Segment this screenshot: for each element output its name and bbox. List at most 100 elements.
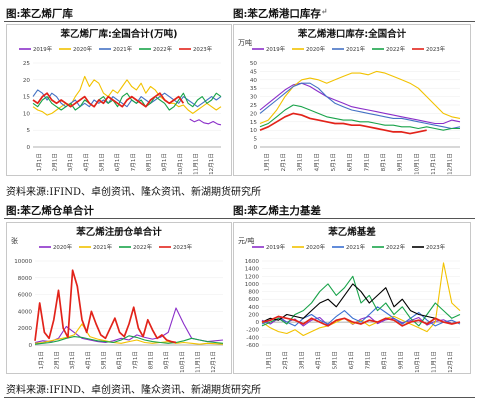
series-line-2022年 <box>259 104 460 131</box>
y-tick-label: 35 <box>250 86 258 92</box>
y-tick-label: 10 <box>250 128 258 134</box>
x-tick-label: 11月1日 <box>193 153 200 175</box>
x-tick-label: 12月1日 <box>447 351 454 373</box>
x-tick-label: 7月1日 <box>130 153 137 171</box>
y-tick-label: 200 <box>248 312 259 318</box>
y-tick-label: 1400 <box>245 267 260 273</box>
y-tick-label: 15 <box>23 95 31 101</box>
x-tick-label: 11月1日 <box>430 153 437 175</box>
series-line-2023年 <box>32 92 185 108</box>
y-tick-label: 45 <box>250 69 258 75</box>
x-tick-label: 4月1日 <box>85 351 92 369</box>
legend-label: 2020年 <box>73 45 93 53</box>
x-tick-label: 9月1日 <box>397 153 404 171</box>
legend-label: 2021年 <box>113 45 133 53</box>
y-tick-label: 25 <box>250 103 258 109</box>
y-tick-label: 0 <box>26 145 30 151</box>
series-line-2020年 <box>261 262 461 337</box>
x-tick-label: 1月1日 <box>265 351 272 369</box>
legend-label: 2023年 <box>426 243 446 251</box>
y-tick-label: 0 <box>253 145 257 151</box>
series-line-2023年 <box>261 283 436 323</box>
y-axis-unit: 张 <box>11 236 18 245</box>
y-tick-label: -600 <box>246 343 259 349</box>
section-heading-warehouse-receipts: 图:苯乙烯仓单合计 <box>6 205 94 217</box>
y-tick-label: 5 <box>26 128 30 134</box>
x-tick-label: 6月1日 <box>114 153 121 171</box>
legend-label: 2023年 <box>173 243 193 251</box>
chart-factory-inventory: 苯乙烯厂库:全国合计(万吨) 2019年 2020年 2021年 2022年 2023年 0… <box>6 24 232 176</box>
y-tick-label: 0 <box>255 320 259 326</box>
x-tick-label: 11月1日 <box>195 351 202 373</box>
legend-label: 2021年 <box>346 243 366 251</box>
section-title: 苯乙烯主力基差 <box>247 205 321 217</box>
x-tick-label: 9月1日 <box>397 351 404 369</box>
section-title: 苯乙烯港口库存 <box>247 8 321 20</box>
x-tick-label: 3月1日 <box>298 351 305 369</box>
x-tick-label: 10月1日 <box>413 153 420 175</box>
x-tick-label: 3月1日 <box>67 153 74 171</box>
chart-title: 苯乙烯港口库存:全国合计 <box>297 28 407 40</box>
y-tick-label: 20 <box>250 111 258 117</box>
y-tick-label: 20 <box>23 78 31 84</box>
x-tick-label: 6月1日 <box>347 153 354 171</box>
x-tick-label: 12月1日 <box>210 351 217 373</box>
section-title: 苯乙烯厂库 <box>20 8 73 20</box>
section-heading-port-inventory: 图:苯乙烯港口库存 ↵ <box>233 6 328 20</box>
x-tick-label: 8月1日 <box>146 153 153 171</box>
y-axis-unit: 元/吨 <box>238 236 254 245</box>
series-line-2021年 <box>259 82 461 130</box>
y-tick-label: 40 <box>250 78 258 84</box>
x-tick-label: 12月1日 <box>447 153 454 175</box>
chart-title: 苯乙烯基差 <box>327 226 376 238</box>
x-tick-label: 5月1日 <box>101 351 108 369</box>
y-tick-label: 6000 <box>18 293 33 299</box>
series-line-2022年 <box>34 335 224 345</box>
legend-label: 2022年 <box>133 243 153 251</box>
y-axis-unit: 万吨 <box>238 38 252 47</box>
series-line-2023年 <box>261 315 461 327</box>
x-tick-label: 8月1日 <box>380 153 387 171</box>
x-tick-label: 1月1日 <box>38 351 45 369</box>
legend-label: 2019年 <box>266 243 286 251</box>
series-line-2021年 <box>32 89 222 108</box>
x-tick-label: 5月1日 <box>99 153 106 171</box>
y-tick-label: 5 <box>253 137 257 143</box>
y-tick-label: 2000 <box>18 326 33 332</box>
y-tick-label: 600 <box>248 297 259 303</box>
x-tick-label: 10月1日 <box>414 351 421 373</box>
divider <box>4 397 475 398</box>
y-tick-label: 10000 <box>14 259 32 265</box>
y-tick-label: 30 <box>250 95 258 101</box>
chart-title: 苯乙烯注册仓单合计 <box>75 226 162 238</box>
series-line-2019年 <box>259 82 461 125</box>
legend-label: 2022年 <box>386 45 406 53</box>
x-tick-label: 8月1日 <box>381 351 388 369</box>
x-tick-label: 6月1日 <box>348 351 355 369</box>
series-line-2019年 <box>261 315 461 327</box>
x-tick-label: 3月1日 <box>297 153 304 171</box>
series-line-2019年 <box>189 118 222 126</box>
x-tick-label: 6月1日 <box>116 351 123 369</box>
x-tick-label: 4月1日 <box>315 351 322 369</box>
x-tick-label: 9月1日 <box>163 351 170 369</box>
legend-label: 2023年 <box>193 45 213 53</box>
y-tick-label: 0 <box>28 343 32 349</box>
legend-label: 2021年 <box>346 45 366 53</box>
x-tick-label: 2月1日 <box>52 153 59 171</box>
chart-warehouse-receipts: 苯乙烯注册仓单合计张 2020年 2021年 2022年 2023年 0 2000 4000 6… <box>6 222 232 374</box>
x-tick-label: 10月1日 <box>179 351 186 373</box>
chart-factory-inventory-svg: 苯乙烯厂库:全国合计(万吨) 2019年 2020年 2021年 2022年 2023年 0… <box>19 28 222 175</box>
x-tick-label: 7月1日 <box>363 153 370 171</box>
y-tick-label: 1600 <box>245 259 260 265</box>
divider <box>4 218 475 219</box>
y-tick-label: 10 <box>23 111 31 117</box>
series-line-2022年 <box>32 92 222 111</box>
legend-label: 2020年 <box>306 45 326 53</box>
y-tick-label: 400 <box>248 305 259 311</box>
chart-title: 苯乙烯厂库:全国合计(万吨) <box>60 28 178 40</box>
divider <box>4 21 475 22</box>
